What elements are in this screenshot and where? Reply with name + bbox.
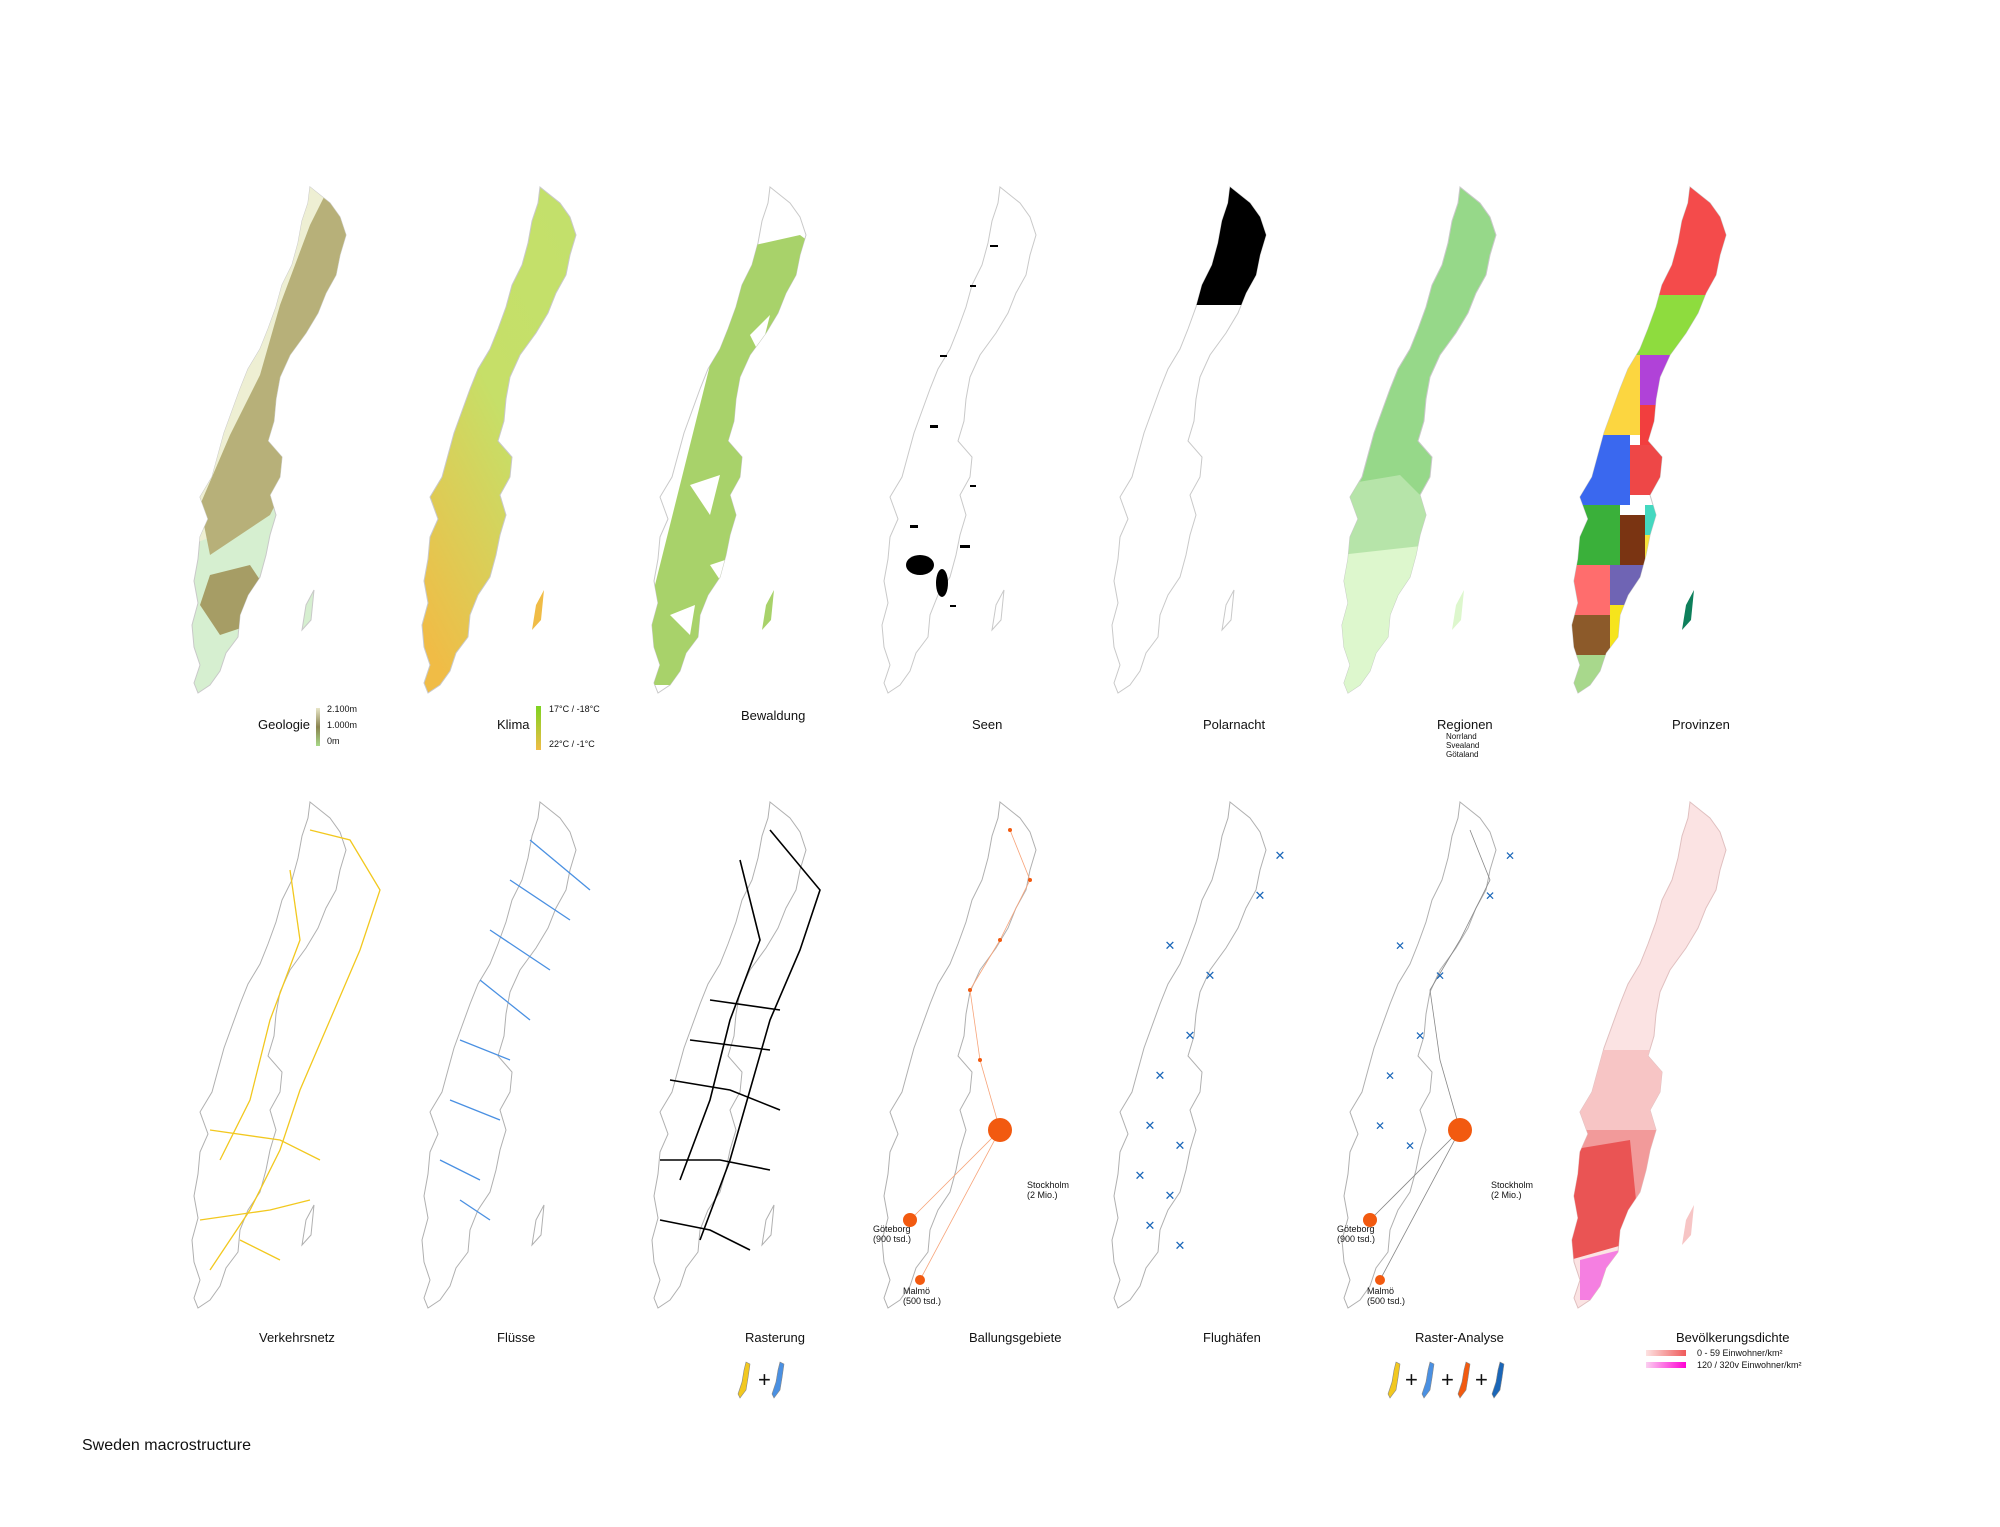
svg-text:✕: ✕	[1275, 849, 1286, 864]
label-bevoelkerungsdichte: Bevölkerungsdichte	[1676, 1330, 1790, 1345]
map-fluesse	[420, 800, 640, 1320]
raster-plus-2: +	[1441, 1367, 1454, 1392]
raster-city-malmo: Malmö (500 tsd.)	[1367, 1286, 1406, 1306]
province-region	[1572, 435, 1630, 505]
svg-text:✕: ✕	[1165, 1189, 1176, 1204]
regionen-legend-2: Götaland	[1446, 750, 1479, 759]
map-bevoelkerungsdichte	[1570, 800, 1790, 1320]
regionen-legend-0: Norrland	[1446, 732, 1477, 741]
label-regionen: Regionen	[1437, 717, 1493, 732]
label-fluesse: Flüsse	[497, 1330, 536, 1345]
map-geologie	[190, 185, 410, 705]
label-provinzen: Provinzen	[1672, 717, 1730, 732]
density-legend-0: 0 - 59 Einwohner/km²	[1697, 1348, 1783, 1358]
map-regionen	[1340, 185, 1560, 705]
klima-legend-bar	[536, 706, 541, 750]
svg-text:✕: ✕	[1405, 1139, 1415, 1153]
label-seen: Seen	[972, 717, 1003, 732]
province-region	[1685, 505, 1726, 535]
province-region	[1645, 535, 1685, 565]
density-legend-bar-low	[1646, 1350, 1686, 1356]
map-flughaefen: ✕ ✕ ✕ ✕ ✕ ✕ ✕ ✕ ✕ ✕ ✕ ✕	[1110, 800, 1330, 1320]
svg-text:✕: ✕	[1185, 1029, 1196, 1044]
province-region	[1572, 565, 1610, 615]
province-region	[1640, 405, 1726, 445]
province-region	[1645, 505, 1685, 535]
svg-text:✕: ✕	[1505, 849, 1515, 863]
label-flughaefen: Flughäfen	[1203, 1330, 1261, 1345]
map-verkehrsnetz	[190, 800, 410, 1320]
svg-text:✕: ✕	[1485, 889, 1495, 903]
ballung-city-stockholm: Stockholm (2 Mio.)	[1027, 1180, 1070, 1200]
label-verkehrsnetz: Verkehrsnetz	[259, 1330, 335, 1345]
regionen-legend-1: Svealand	[1446, 741, 1480, 750]
map-polarnacht	[1110, 185, 1330, 705]
svg-text:✕: ✕	[1255, 889, 1266, 904]
svg-text:✕: ✕	[1165, 939, 1176, 954]
svg-text:✕: ✕	[1175, 1239, 1186, 1254]
label-ballungsgebiete: Ballungsgebiete	[969, 1330, 1062, 1345]
ballung-city-malmo: Malmö (500 tsd.)	[903, 1286, 942, 1306]
label-geologie: Geologie	[258, 717, 311, 732]
map-bewaldung	[650, 185, 870, 705]
label-bewaldung: Bewaldung	[741, 708, 806, 723]
density-legend-1: 120 / 320v Einwohner/km²	[1697, 1360, 1802, 1370]
geologie-legend-1: 1.000m	[327, 720, 358, 730]
province-region	[1650, 565, 1690, 595]
svg-text:✕: ✕	[1435, 969, 1445, 983]
svg-text:✕: ✕	[1415, 1029, 1425, 1043]
klima-legend-0: 17°C / -18°C	[549, 704, 600, 714]
geologie-legend-0: 2.100m	[327, 704, 358, 714]
svg-text:✕: ✕	[1205, 969, 1216, 984]
map-rasterung	[650, 800, 870, 1320]
raster-plus-1: +	[1405, 1367, 1418, 1392]
raster-city-goteborg: Göteborg (900 tsd.)	[1337, 1224, 1376, 1244]
svg-text:✕: ✕	[1375, 1119, 1385, 1133]
geologie-legend-bar	[316, 708, 320, 746]
province-region	[1620, 515, 1645, 565]
province-region	[1572, 355, 1640, 435]
geologie-legend-2: 0m	[327, 736, 340, 746]
density-legend-bar-high	[1646, 1362, 1686, 1368]
svg-text:✕: ✕	[1155, 1069, 1166, 1084]
page-caption: Sweden macrostructure	[82, 1437, 251, 1454]
map-provinzen	[1570, 185, 1790, 705]
label-raster-analyse: Raster-Analyse	[1415, 1330, 1504, 1345]
province-region	[1572, 505, 1620, 565]
province-region	[1630, 445, 1726, 495]
province-region	[1610, 605, 1650, 655]
raster-city-stockholm: Stockholm (2 Mio.)	[1491, 1180, 1534, 1200]
province-region	[1572, 655, 1650, 693]
map-raster-analyse: ✕ ✕ ✕ ✕ ✕ ✕ ✕ ✕	[1340, 800, 1560, 1320]
province-region	[1572, 187, 1726, 295]
province-region	[1572, 295, 1726, 355]
map-seen	[880, 185, 1100, 705]
svg-text:✕: ✕	[1145, 1119, 1156, 1134]
province-region	[1610, 565, 1650, 605]
svg-text:✕: ✕	[1385, 1069, 1395, 1083]
label-rasterung: Rasterung	[745, 1330, 805, 1345]
map-ballungsgebiete	[880, 800, 1100, 1320]
ballung-city-goteborg: Göteborg (900 tsd.)	[873, 1224, 912, 1244]
raster-plus-3: +	[1475, 1367, 1488, 1392]
province-region	[1572, 615, 1610, 655]
raster-analyse-legend	[1387, 1360, 1528, 1400]
svg-text:✕: ✕	[1135, 1169, 1146, 1184]
svg-text:✕: ✕	[1175, 1139, 1186, 1154]
klima-legend-1: 22°C / -1°C	[549, 739, 595, 749]
rasterung-plus: +	[758, 1367, 771, 1392]
map-klima	[420, 185, 640, 705]
label-klima: Klima	[497, 717, 530, 732]
svg-text:✕: ✕	[1395, 939, 1405, 953]
svg-text:✕: ✕	[1145, 1219, 1156, 1234]
province-region	[1640, 355, 1726, 405]
label-polarnacht: Polarnacht	[1203, 717, 1266, 732]
rasterung-legend	[737, 1360, 808, 1400]
